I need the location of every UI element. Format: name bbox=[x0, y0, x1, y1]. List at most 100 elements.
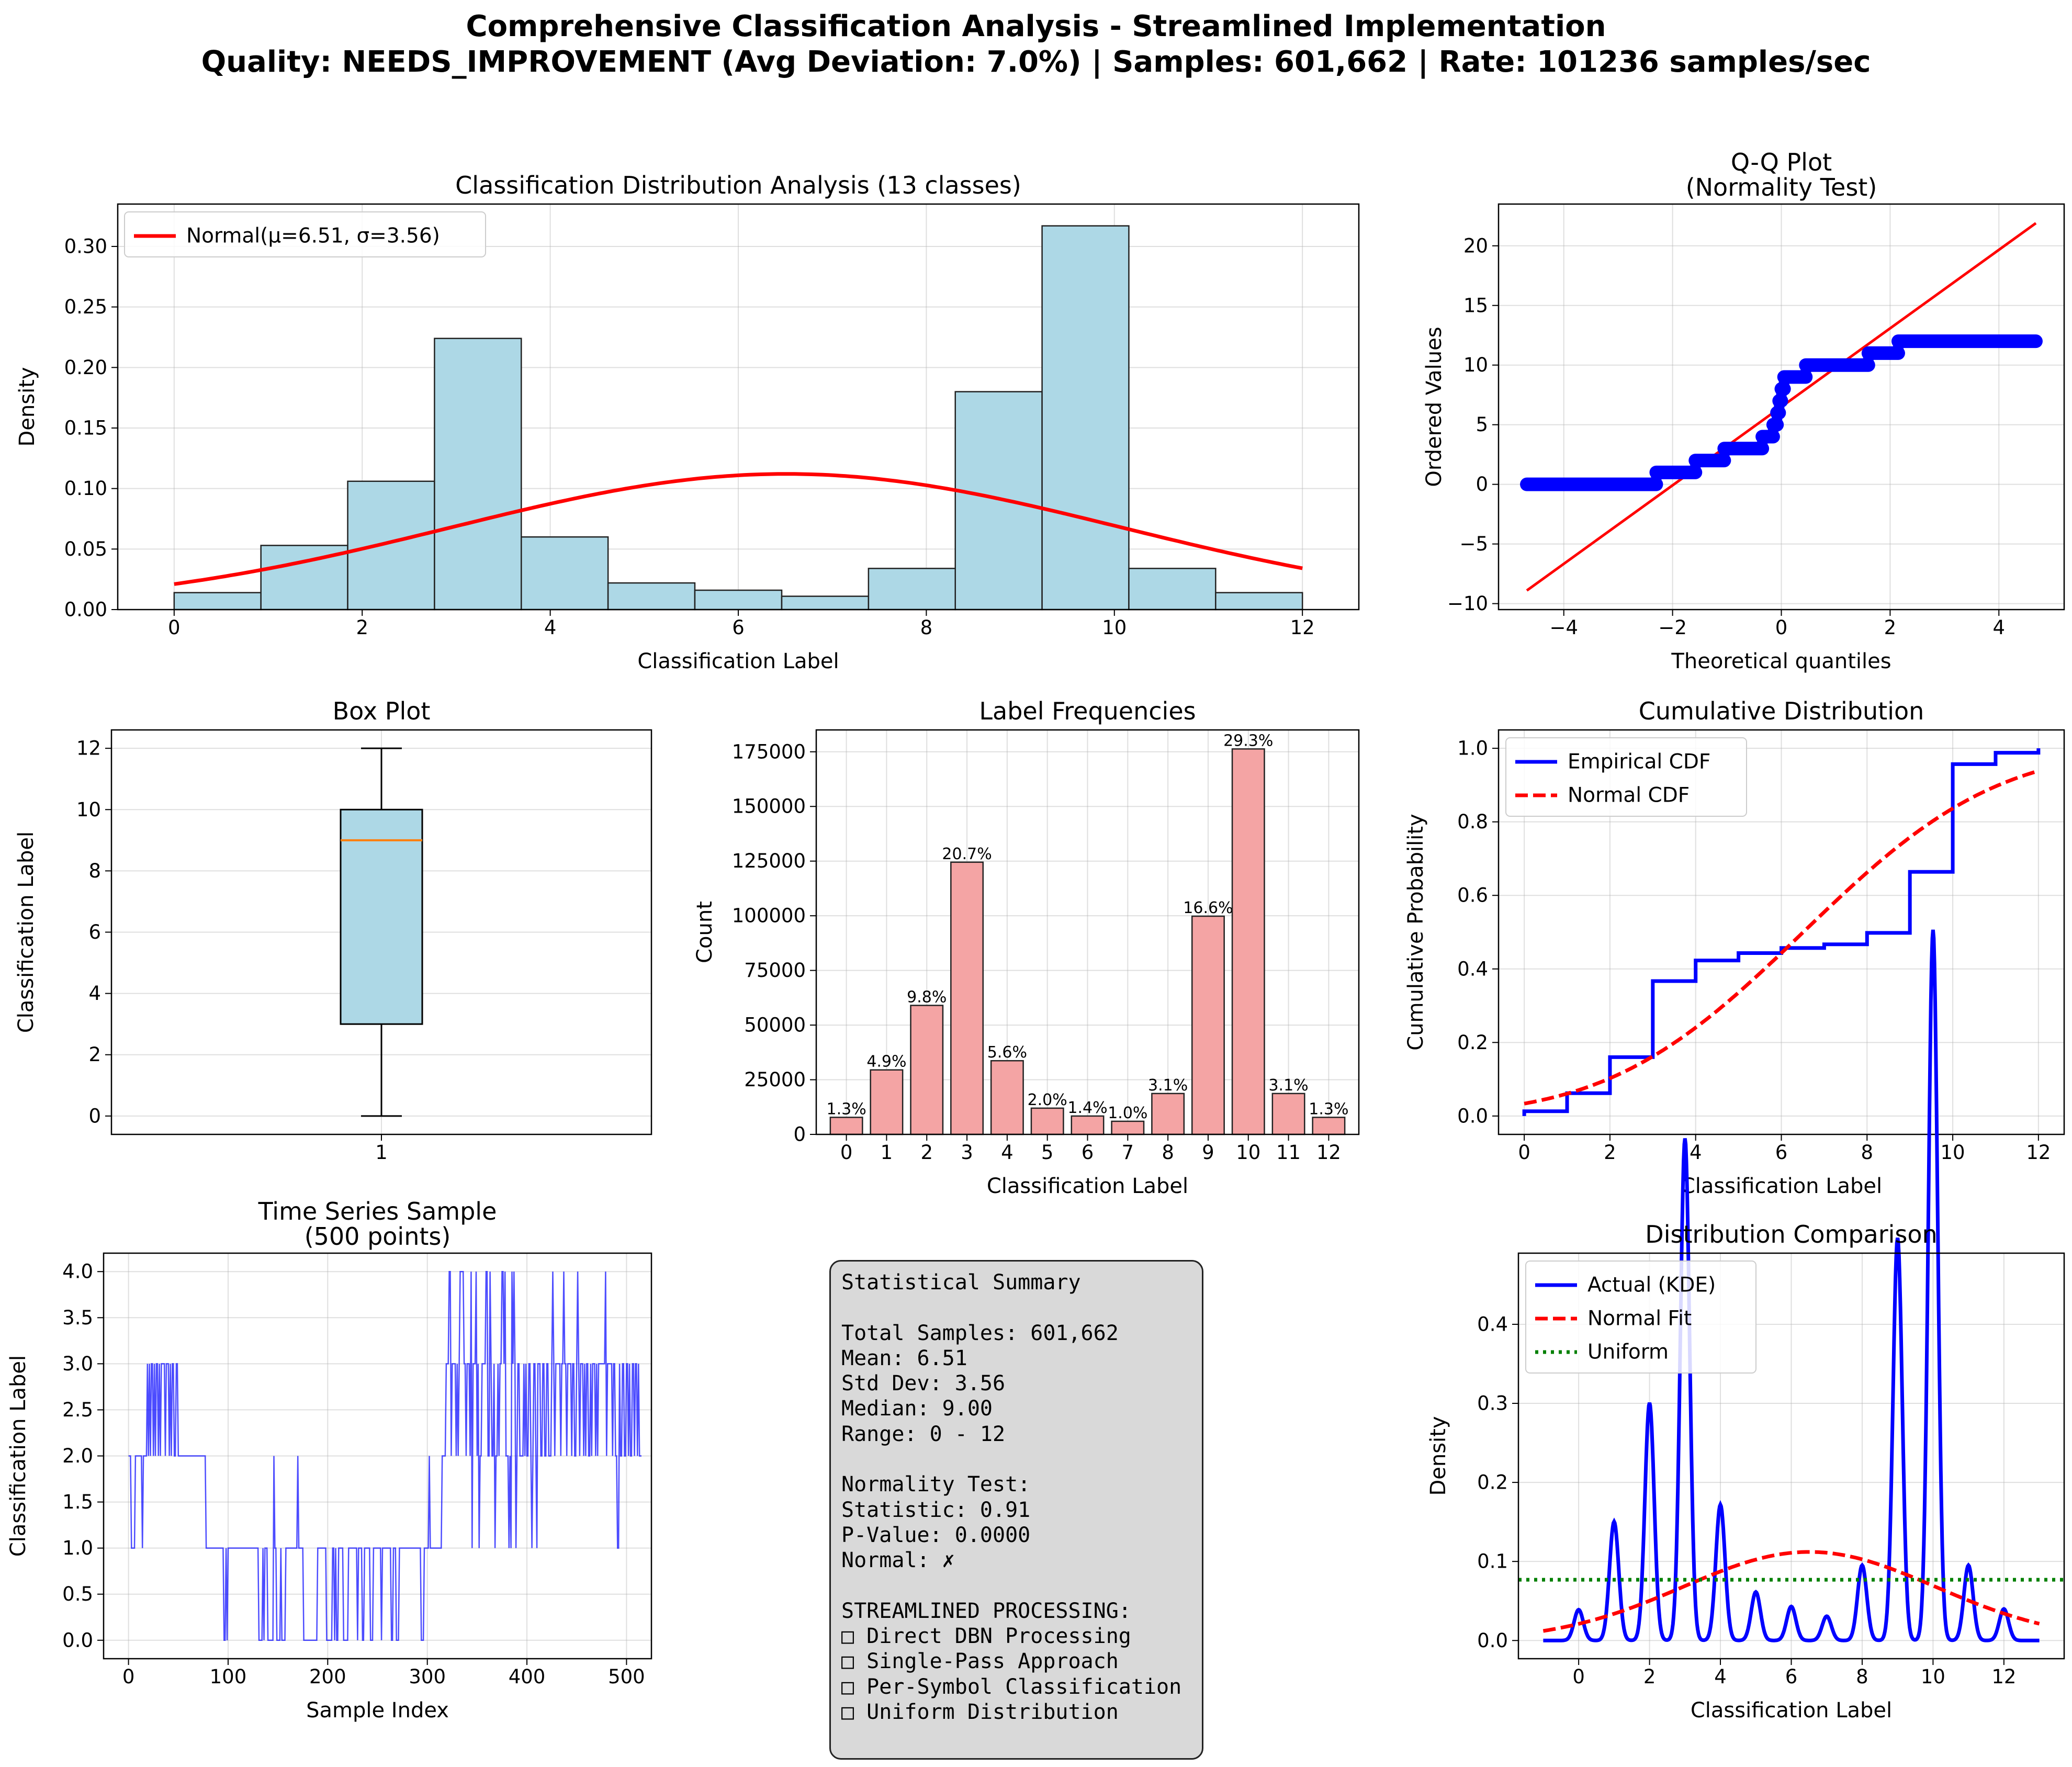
y-tick-label: 1.5 bbox=[62, 1491, 93, 1513]
y-tick-label: 0.00 bbox=[64, 599, 107, 621]
y-tick-label: 8 bbox=[88, 860, 101, 882]
x-tick-label: 4 bbox=[544, 616, 557, 639]
frequency-data-label: 5.6% bbox=[987, 1043, 1027, 1062]
y-tick-label: 75000 bbox=[744, 959, 806, 982]
x-tick-label: 12 bbox=[1316, 1141, 1341, 1164]
histogram-bar bbox=[1041, 225, 1130, 611]
stats-line bbox=[841, 1573, 1191, 1599]
qqplot-panel: −4 −2 0 2 4 −10 −5 0 5 10 15 20 Q-Q Plot(Normality T… bbox=[1422, 148, 2065, 673]
frequency-data-label: 4.9% bbox=[866, 1053, 906, 1071]
y-tick-label: 0 bbox=[88, 1105, 101, 1127]
y-tick-label: 0.3 bbox=[1477, 1392, 1508, 1415]
y-tick-label: 5 bbox=[1476, 413, 1488, 436]
histogram-bar bbox=[954, 391, 1043, 611]
y-tick-label: 0.1 bbox=[1477, 1550, 1508, 1573]
y-tick-label: 0.0 bbox=[1477, 1629, 1508, 1652]
empirical-cdf-line bbox=[1522, 748, 2041, 1116]
frequency-data-label: 20.7% bbox=[942, 845, 992, 863]
stats-line: Std Dev: 3.56 bbox=[841, 1371, 1006, 1396]
stats-line: Mean: 6.51 bbox=[841, 1346, 967, 1370]
normal-fit-curve bbox=[174, 472, 1303, 586]
stats-line: Normal: ✗ bbox=[841, 1548, 955, 1573]
x-tick-label: 12 bbox=[2026, 1141, 2051, 1164]
stats-line: Statistical Summary bbox=[841, 1270, 1081, 1295]
figure-title-line2: Quality: NEEDS_IMPROVEMENT (Avg Deviatio… bbox=[201, 45, 1871, 79]
x-tick-label: 6 bbox=[1082, 1141, 1094, 1164]
stats-line: □ Single-Pass Approach bbox=[841, 1649, 1119, 1674]
frequency-bar bbox=[1111, 1120, 1145, 1135]
legend-label: Normal Fit bbox=[1587, 1307, 1692, 1331]
y-tick-label: 0.4 bbox=[1457, 958, 1488, 980]
stats-line: Total Samples: 601,662 bbox=[841, 1321, 1119, 1345]
frequency-data-label: 1.0% bbox=[1108, 1104, 1147, 1122]
x-tick-label: 2 bbox=[920, 1141, 933, 1164]
x-axis-label: Theoretical quantiles bbox=[1671, 649, 1891, 673]
x-tick-label: 10 bbox=[1102, 616, 1127, 639]
y-axis-label: Ordered Values bbox=[1422, 327, 1446, 487]
chart-subtitle: (500 points) bbox=[305, 1222, 451, 1251]
x-tick-label: 2 bbox=[1643, 1665, 1656, 1688]
normal-cdf-line bbox=[1524, 769, 2039, 1106]
x-tick-label: 3 bbox=[961, 1141, 973, 1164]
x-tick-label: 6 bbox=[1775, 1141, 1788, 1164]
y-tick-label: 100000 bbox=[732, 905, 806, 927]
y-tick-label: 25000 bbox=[744, 1068, 806, 1091]
legend-label: Normal CDF bbox=[1568, 784, 1690, 807]
histogram-bar bbox=[1215, 592, 1303, 611]
kde-plot-area bbox=[1518, 929, 2064, 1642]
legend-label: Actual (KDE) bbox=[1587, 1274, 1716, 1297]
y-tick-label: −5 bbox=[1459, 533, 1488, 555]
y-tick-label: 0.5 bbox=[62, 1583, 93, 1605]
histogram-legend: Normal(μ=6.51, σ=3.56) bbox=[124, 211, 486, 257]
x-tick-label: 9 bbox=[1202, 1141, 1214, 1164]
x-axis-label: Classification Label bbox=[1681, 1174, 1882, 1198]
legend-label: Empirical CDF bbox=[1568, 750, 1710, 774]
x-tick-label: −2 bbox=[1658, 616, 1687, 639]
frequency-bar bbox=[1312, 1117, 1346, 1135]
x-axis-label: Sample Index bbox=[306, 1698, 449, 1723]
timeseries-panel: 0 100 200 300 400 500 0.0 0.5 1.0 1.5 2.0 2.5 3.0 3.5… bbox=[6, 1197, 652, 1723]
x-tick-label: 1 bbox=[881, 1141, 893, 1164]
x-tick-label: 4 bbox=[1992, 616, 2005, 639]
y-tick-label: 0.2 bbox=[1457, 1031, 1488, 1054]
stats-line: □ Per-Symbol Classification bbox=[841, 1674, 1182, 1699]
frequency-data-label: 1.3% bbox=[1309, 1100, 1348, 1118]
frequency-bar bbox=[1231, 748, 1265, 1135]
kde-panel: 0 2 4 6 8 10 12 0.0 0.1 0.2 0.3 0.4 Distribution Com… bbox=[1426, 929, 2065, 1723]
figure-title-line1: Comprehensive Classification Analysis - … bbox=[466, 9, 1606, 43]
x-tick-label: 4 bbox=[1714, 1665, 1727, 1688]
x-tick-label: 8 bbox=[920, 616, 933, 639]
stats-line: □ Direct DBN Processing bbox=[841, 1624, 1131, 1649]
x-tick-label: 1 bbox=[375, 1141, 388, 1164]
stats-line bbox=[841, 1447, 1191, 1472]
x-tick-label: 12 bbox=[1290, 616, 1315, 639]
x-tick-label: 10 bbox=[1236, 1141, 1260, 1164]
y-axis-label: Density bbox=[1426, 1416, 1450, 1495]
x-tick-label: 11 bbox=[1276, 1141, 1301, 1164]
frequency-data-label: 9.8% bbox=[907, 988, 947, 1006]
x-tick-label: 6 bbox=[1785, 1665, 1798, 1688]
y-tick-label: 0 bbox=[793, 1123, 806, 1146]
histogram-bar bbox=[434, 337, 522, 611]
histogram-bar bbox=[781, 595, 870, 611]
y-tick-label: 0.0 bbox=[62, 1629, 93, 1651]
y-tick-label: 0.0 bbox=[1457, 1105, 1488, 1127]
y-tick-label: 0.15 bbox=[64, 417, 107, 439]
histogram-plot-area bbox=[173, 225, 1303, 611]
frequency-data-label: 1.3% bbox=[827, 1100, 866, 1118]
chart-title: Classification Distribution Analysis (13… bbox=[455, 171, 1021, 199]
y-tick-label: 20 bbox=[1463, 234, 1488, 257]
y-tick-label: 175000 bbox=[732, 740, 806, 763]
frequency-bar bbox=[1030, 1107, 1064, 1135]
x-tick-label: 500 bbox=[608, 1665, 645, 1688]
kde-curve bbox=[1543, 929, 2040, 1642]
y-axis-label: Classification Label bbox=[6, 1355, 30, 1557]
histogram-bar bbox=[694, 589, 783, 611]
x-tick-label: 0 bbox=[1775, 616, 1788, 639]
x-tick-label: 10 bbox=[1921, 1665, 1945, 1688]
frequency-bar bbox=[910, 1005, 944, 1135]
histogram-bar bbox=[521, 536, 609, 611]
y-tick-label: 1.0 bbox=[62, 1537, 93, 1559]
x-tick-label: 2 bbox=[1884, 616, 1897, 639]
x-tick-label: 0 bbox=[168, 616, 181, 639]
